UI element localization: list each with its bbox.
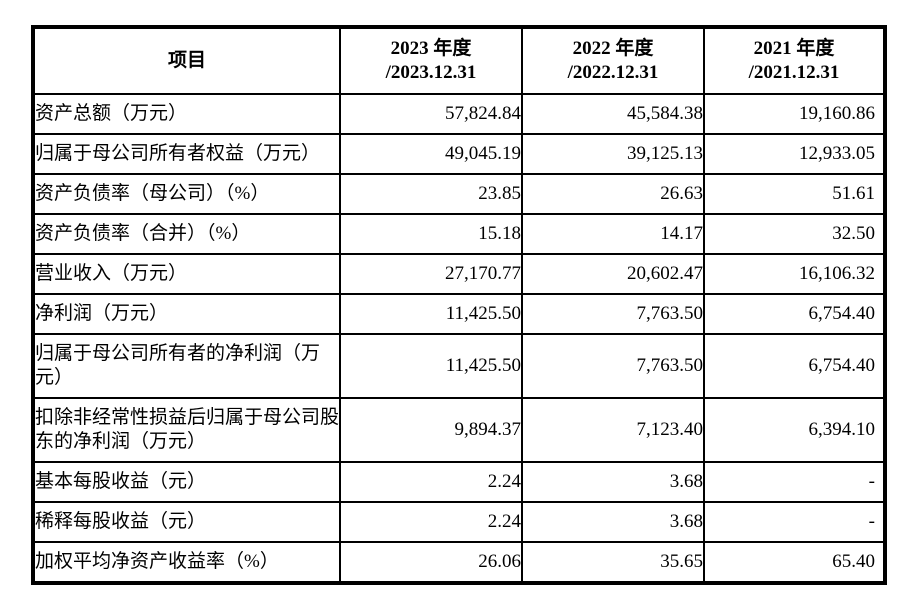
row-value: 7,123.40 — [521, 397, 705, 463]
row-value: 9,894.37 — [339, 397, 523, 463]
row-value: 26.06 — [339, 541, 523, 584]
header-year-2022-line1: 2022 年度 — [572, 38, 654, 59]
row-value: 49,045.19 — [339, 133, 523, 175]
table-row: 归属于母公司所有者权益（万元） 49,045.19 39,125.13 12,933.… — [32, 133, 886, 175]
header-item-column: 项目 — [32, 26, 341, 95]
row-value: 32.50 — [703, 213, 886, 255]
row-value: 26.63 — [521, 173, 705, 215]
row-value: 3.68 — [521, 461, 705, 503]
row-value: 15.18 — [339, 213, 523, 255]
header-year-2022: 2022 年度 /2022.12.31 — [521, 26, 705, 95]
row-label: 基本每股收益（元） — [32, 461, 341, 503]
header-year-2021-line2: /2021.12.31 — [748, 62, 840, 83]
table-body: 资产总额（万元） 57,824.84 45,584.38 19,160.86 归属于母公… — [32, 93, 886, 584]
row-value: 27,170.77 — [339, 253, 523, 295]
row-label: 归属于母公司所有者权益（万元） — [32, 133, 341, 175]
header-row: 项目 2023 年度 /2023.12.31 2022 年度 /2022.12.… — [32, 26, 886, 95]
row-value: 19,160.86 — [703, 93, 886, 135]
row-value: 57,824.84 — [339, 93, 523, 135]
row-value: 11,425.50 — [339, 293, 523, 335]
row-label: 资产总额（万元） — [32, 93, 341, 135]
row-label: 资产负债率（母公司）（%） — [32, 173, 341, 215]
table-row: 资产总额（万元） 57,824.84 45,584.38 19,160.86 — [32, 93, 886, 135]
table-row: 加权平均净资产收益率（%） 26.06 35.65 65.40 — [32, 541, 886, 584]
row-label: 加权平均净资产收益率（%） — [32, 541, 341, 584]
row-value: 39,125.13 — [521, 133, 705, 175]
financial-summary-table: 项目 2023 年度 /2023.12.31 2022 年度 /2022.12.… — [31, 25, 887, 585]
row-label: 净利润（万元） — [32, 293, 341, 335]
row-value: 2.24 — [339, 461, 523, 503]
header-year-2021-line1: 2021 年度 — [753, 38, 835, 59]
row-label: 归属于母公司所有者的净利润（万元） — [32, 333, 341, 399]
table-row: 资产负债率（母公司）（%） 23.85 26.63 51.61 — [32, 173, 886, 215]
row-value: - — [703, 461, 886, 503]
header-year-2021: 2021 年度 /2021.12.31 — [703, 26, 886, 95]
table-row: 扣除非经常性损益后归属于母公司股东的净利润（万元） 9,894.37 7,123.4… — [32, 397, 886, 463]
row-value: 6,754.40 — [703, 333, 886, 399]
row-value: 20,602.47 — [521, 253, 705, 295]
header-item-label: 项目 — [167, 50, 206, 71]
row-value: 6,394.10 — [703, 397, 886, 463]
table-row: 营业收入（万元） 27,170.77 20,602.47 16,106.32 — [32, 253, 886, 295]
header-year-2023-line1: 2023 年度 — [390, 38, 472, 59]
row-value: 65.40 — [703, 541, 886, 584]
row-value: 7,763.50 — [521, 293, 705, 335]
row-label: 稀释每股收益（元） — [32, 501, 341, 543]
table-row: 净利润（万元） 11,425.50 7,763.50 6,754.40 — [32, 293, 886, 335]
header-year-2023-line2: /2023.12.31 — [385, 62, 477, 83]
row-label: 资产负债率（合并）（%） — [32, 213, 341, 255]
row-value: 35.65 — [521, 541, 705, 584]
row-value: 3.68 — [521, 501, 705, 543]
row-value: 12,933.05 — [703, 133, 886, 175]
table-row: 基本每股收益（元） 2.24 3.68- — [32, 461, 886, 503]
header-year-2023: 2023 年度 /2023.12.31 — [339, 26, 523, 95]
row-value: 45,584.38 — [521, 93, 705, 135]
row-value: 51.61 — [703, 173, 886, 215]
row-value: 16,106.32 — [703, 253, 886, 295]
row-value: 23.85 — [339, 173, 523, 215]
row-label: 扣除非经常性损益后归属于母公司股东的净利润（万元） — [32, 397, 341, 463]
table-row: 稀释每股收益（元） 2.24 3.68- — [32, 501, 886, 543]
row-value: - — [703, 501, 886, 543]
row-value: 6,754.40 — [703, 293, 886, 335]
table-row: 资产负债率（合并）（%） 15.18 14.17 32.50 — [32, 213, 886, 255]
row-value: 7,763.50 — [521, 333, 705, 399]
row-value: 14.17 — [521, 213, 705, 255]
row-value: 2.24 — [339, 501, 523, 543]
table-row: 归属于母公司所有者的净利润（万元） 11,425.50 7,763.50 6,754.… — [32, 333, 886, 399]
row-label: 营业收入（万元） — [32, 253, 341, 295]
row-value: 11,425.50 — [339, 333, 523, 399]
header-year-2022-line2: /2022.12.31 — [567, 62, 659, 83]
